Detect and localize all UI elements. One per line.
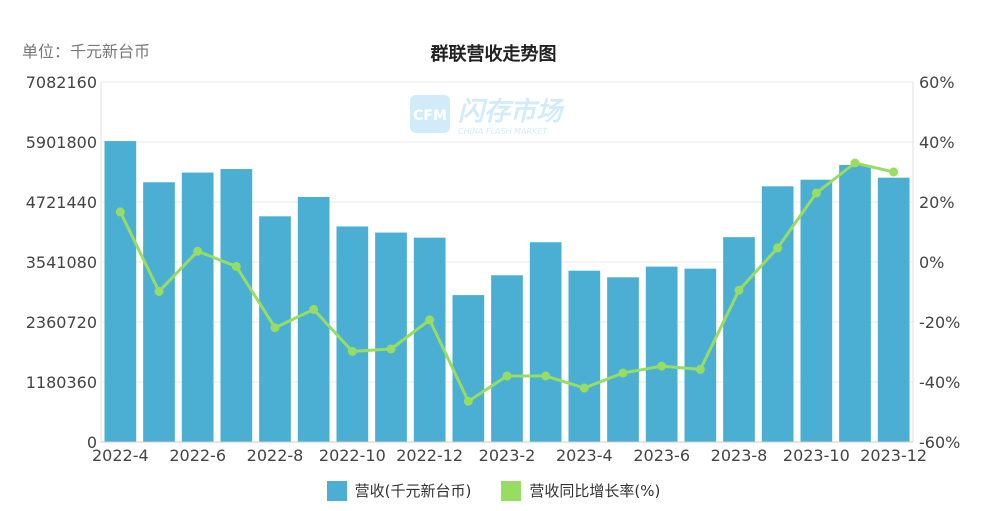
- y-right-tick-label: 20%: [919, 193, 955, 212]
- x-tick-label: 2022-12: [396, 446, 463, 465]
- x-tick-label: 2023-10: [783, 446, 850, 465]
- growth-point: [695, 364, 705, 374]
- y-right-tick-label: -40%: [919, 373, 960, 392]
- y-right-tick-label: 0%: [919, 253, 944, 272]
- growth-point: [618, 368, 628, 378]
- legend-item-revenue[interactable]: 营收(千元新台币): [326, 480, 472, 501]
- growth-point: [193, 246, 203, 256]
- watermark-name: 闪存市场: [458, 97, 565, 127]
- x-tick-label: 2022-10: [319, 446, 386, 465]
- y-left-tick-label: 1180360: [26, 373, 97, 392]
- x-tick-label: 2022-8: [247, 446, 304, 465]
- growth-point: [811, 188, 821, 198]
- legend-swatch-growth: [501, 480, 522, 501]
- bar: [181, 172, 214, 442]
- bar: [220, 169, 253, 443]
- x-tick-label: 2022-4: [92, 446, 149, 465]
- bar: [877, 177, 910, 442]
- growth-point: [154, 286, 164, 296]
- x-tick-label: 2023-8: [711, 446, 768, 465]
- growth-point: [347, 346, 357, 356]
- growth-point: [541, 371, 551, 381]
- legend-swatch-revenue: [326, 480, 347, 501]
- legend-item-growth[interactable]: 营收同比增长率(%): [501, 480, 660, 501]
- x-tick-label: 2023-2: [479, 446, 536, 465]
- legend-label-growth: 营收同比增长率(%): [529, 482, 661, 500]
- bar: [104, 141, 137, 442]
- growth-point: [270, 323, 280, 333]
- legend: 营收(千元新台币) 营收同比增长率(%): [0, 480, 987, 501]
- watermark-sub: CHINA FLASH MARKET: [458, 127, 548, 136]
- growth-point: [231, 262, 241, 271]
- bar: [800, 179, 833, 442]
- x-tick-label: 2022-6: [169, 446, 226, 465]
- axes: 0 -60% 1180360 -40% 2360720 -20% 3541080 0% 4721…: [26, 73, 961, 465]
- y-left-tick-label: 5901800: [26, 133, 97, 152]
- bar: [336, 226, 369, 442]
- watermark: CFM 闪存市场 CHINA FLASH MARKET: [410, 95, 565, 136]
- growth-point: [657, 361, 667, 371]
- watermark-logo-box: [410, 95, 450, 133]
- growth-point: [309, 304, 319, 314]
- bar: [723, 237, 755, 442]
- bar: [645, 266, 678, 442]
- growth-point: [734, 285, 744, 295]
- growth-point: [889, 167, 899, 177]
- growth-point: [850, 158, 860, 168]
- y-left-tick-label: 4721440: [26, 193, 97, 212]
- y-left-tick-label: 7082160: [26, 73, 97, 92]
- growth-point: [386, 344, 396, 354]
- growth-point: [425, 315, 435, 325]
- growth-point: [115, 207, 125, 217]
- bar: [529, 242, 562, 442]
- y-right-tick-label: 40%: [919, 133, 955, 152]
- growth-point: [502, 371, 512, 381]
- bar-series: [104, 141, 910, 443]
- growth-point: [773, 243, 783, 253]
- chart-title: 群联营收走势图: [430, 44, 557, 65]
- bar: [491, 275, 523, 442]
- bar: [839, 164, 871, 442]
- bar: [452, 295, 485, 442]
- watermark-logo-text: CFM: [413, 108, 447, 124]
- x-tick-label: 2023-4: [556, 446, 613, 465]
- growth-point: [463, 396, 473, 406]
- y-right-tick-label: -60%: [919, 433, 960, 452]
- x-tick-label: 2023-6: [633, 446, 690, 465]
- y-left-tick-label: 0: [87, 433, 97, 452]
- line-series: [115, 158, 899, 406]
- y-left-tick-label: 3541080: [26, 253, 97, 272]
- bar: [568, 270, 601, 442]
- bar: [143, 182, 175, 443]
- legend-label-revenue: 营收(千元新台币): [354, 482, 472, 500]
- x-tick-label: 2023-12: [860, 446, 927, 465]
- growth-point: [579, 383, 589, 393]
- unit-label: 单位：千元新台币: [22, 42, 151, 61]
- y-right-tick-label: 60%: [919, 73, 955, 92]
- bar: [375, 232, 407, 442]
- bar: [607, 277, 639, 442]
- y-right-tick-label: -20%: [919, 313, 960, 332]
- y-left-tick-label: 2360720: [26, 313, 97, 332]
- bar: [684, 268, 717, 442]
- bar: [761, 186, 794, 442]
